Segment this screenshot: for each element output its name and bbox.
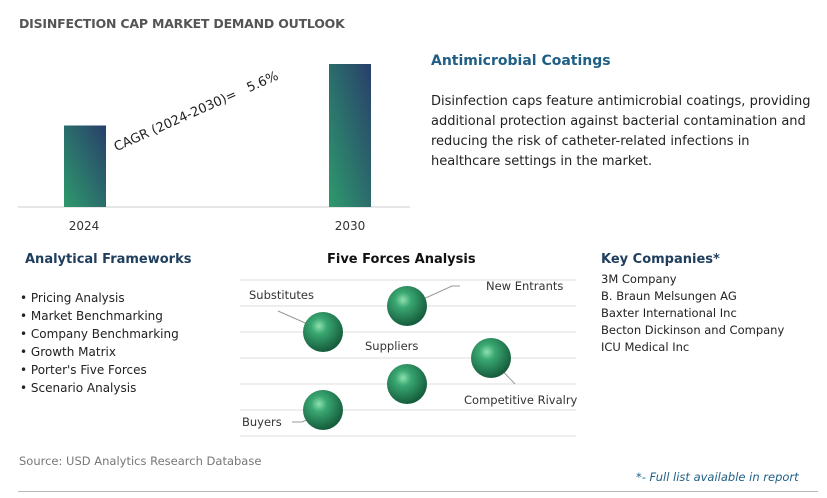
list-item: Baxter International Inc — [601, 306, 737, 320]
companies-title: Key Companies* — [601, 252, 720, 267]
list-item: Market Benchmarking — [20, 307, 179, 325]
list-item: 3M Company — [601, 272, 677, 286]
divider — [18, 491, 818, 492]
section-title: Antimicrobial Coatings — [431, 53, 611, 69]
list-item: B. Braun Melsungen AG — [601, 289, 737, 303]
label-competitive-rivalry: Competitive Rivalry — [464, 393, 578, 407]
page-title: DISINFECTION CAP MARKET DEMAND OUTLOOK — [19, 16, 345, 31]
companies-list: 3M Company B. Braun Melsungen AG Baxter … — [601, 271, 784, 356]
list-item: Company Benchmarking — [20, 325, 179, 343]
list-item: Growth Matrix — [20, 343, 179, 361]
list-item: Scenario Analysis — [20, 379, 179, 397]
list-item: Becton Dickinson and Company — [601, 323, 785, 337]
sphere-substitutes — [303, 312, 343, 352]
bar-2024 — [64, 125, 106, 207]
list-item: Pricing Analysis — [20, 289, 179, 307]
footnote: *- Full list available in report — [636, 470, 799, 484]
list-item: Porter's Five Forces — [20, 361, 179, 379]
label-buyers: Buyers — [242, 415, 282, 429]
five-forces-diagram: Substitutes New Entrants Suppliers Compe… — [240, 279, 578, 437]
section-description: Disinfection caps feature antimicrobial … — [431, 94, 811, 169]
frameworks-list: Pricing Analysis Market Benchmarking Com… — [20, 289, 179, 397]
frameworks-title: Analytical Frameworks — [25, 252, 192, 267]
x-tick-2024: 2024 — [69, 219, 100, 233]
sphere-buyers — [303, 390, 343, 430]
sphere-new-entrants — [387, 286, 427, 326]
sphere-competitive-rivalry — [471, 338, 511, 378]
five-forces-title: Five Forces Analysis — [327, 252, 476, 267]
sphere-suppliers — [387, 364, 427, 404]
list-item: ICU Medical Inc — [601, 340, 690, 354]
label-new-entrants: New Entrants — [486, 279, 563, 293]
x-tick-2030: 2030 — [335, 219, 366, 233]
bar-2030 — [329, 64, 371, 207]
bar-chart: 2024 2030 — [18, 64, 410, 233]
source-note: Source: USD Analytics Research Database — [19, 454, 262, 468]
label-suppliers: Suppliers — [365, 339, 418, 353]
label-substitutes: Substitutes — [249, 288, 314, 302]
